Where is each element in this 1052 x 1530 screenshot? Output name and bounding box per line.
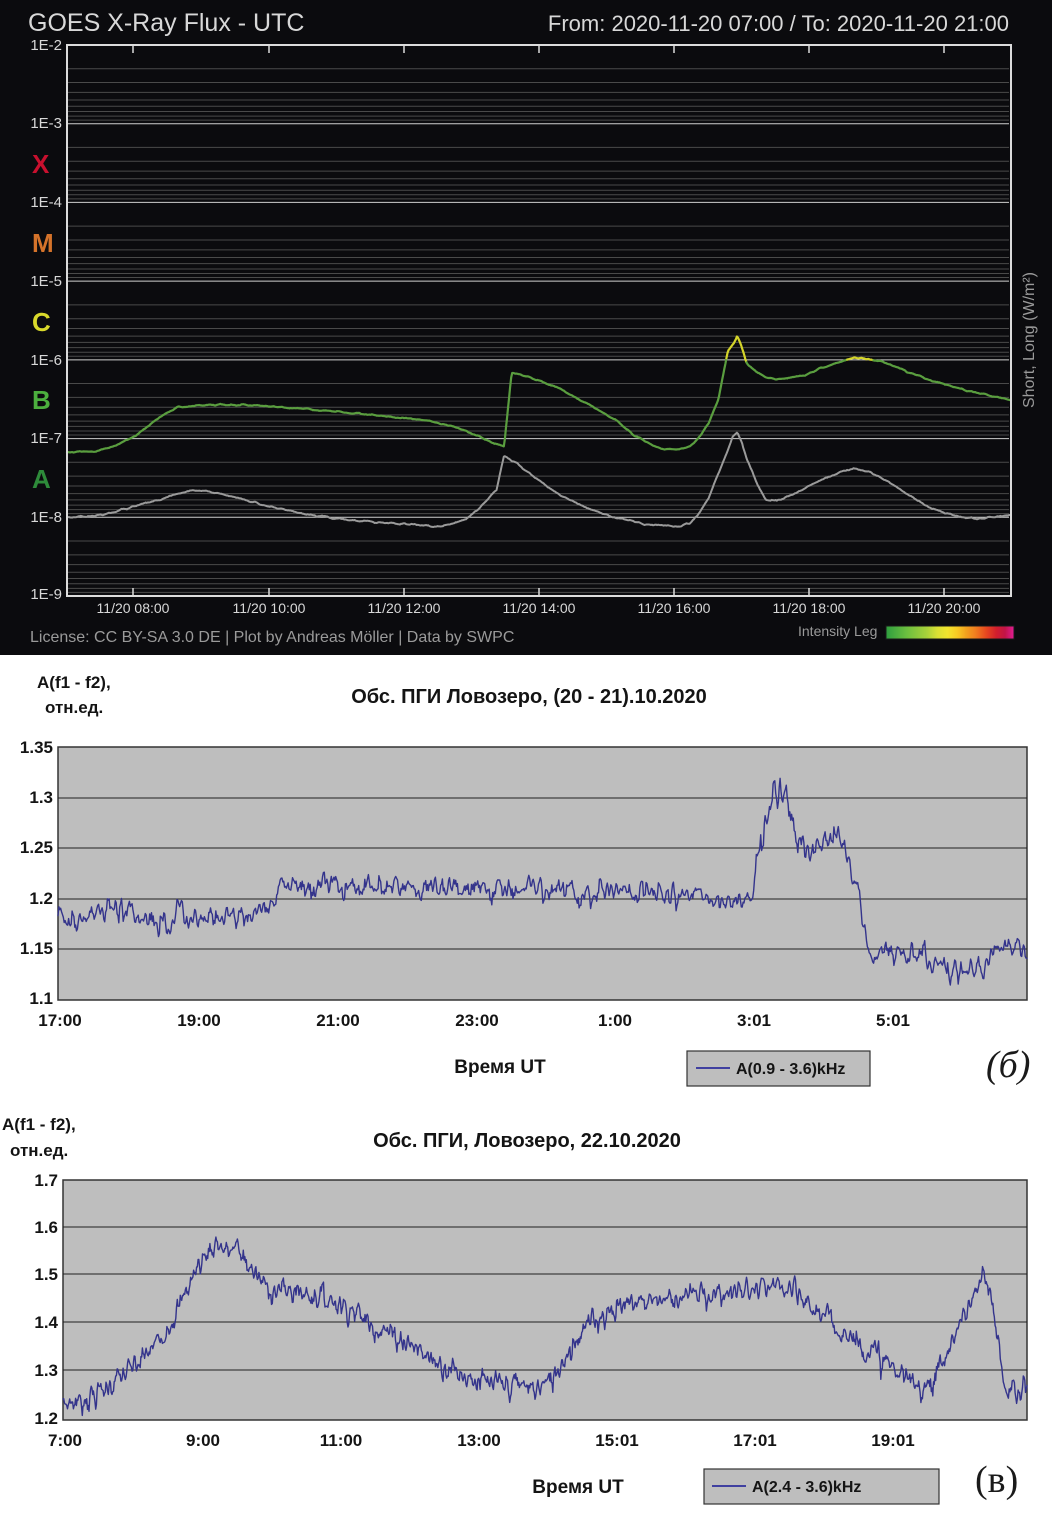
svg-text:Обс. ПГИ, Ловозеро, 22.10.2020: Обс. ПГИ, Ловозеро, 22.10.2020 xyxy=(373,1130,681,1152)
svg-text:Обс. ПГИ Ловозеро, (20 - 21).1: Обс. ПГИ Ловозеро, (20 - 21).10.2020 xyxy=(351,686,707,708)
svg-text:11/20 10:00: 11/20 10:00 xyxy=(233,600,306,616)
svg-text:17:01: 17:01 xyxy=(733,1431,776,1450)
svg-text:11:00: 11:00 xyxy=(320,1431,363,1450)
svg-text:1E-3: 1E-3 xyxy=(30,115,62,132)
svg-text:1.2: 1.2 xyxy=(34,1409,58,1428)
svg-text:1E-2: 1E-2 xyxy=(30,37,62,54)
svg-text:Время UT: Время UT xyxy=(454,1057,546,1078)
svg-text:License: CC BY-SA 3.0 DE | Plo: License: CC BY-SA 3.0 DE | Plot by Andre… xyxy=(30,629,514,646)
svg-text:X: X xyxy=(32,149,50,179)
svg-text:отн.ед.: отн.ед. xyxy=(10,1141,68,1160)
svg-text:1.4: 1.4 xyxy=(34,1313,58,1332)
svg-text:1.2: 1.2 xyxy=(29,889,53,908)
svg-text:1.7: 1.7 xyxy=(34,1171,58,1190)
svg-text:1E-7: 1E-7 xyxy=(30,430,62,447)
svg-text:A(0.9 - 3.6)kHz: A(0.9 - 3.6)kHz xyxy=(736,1061,845,1078)
svg-text:A: A xyxy=(32,464,51,494)
svg-text:From: 2020-11-20 07:00 / To: From: 2020-11-20 07:00 / To: 2020-11-20 … xyxy=(548,11,1009,36)
svg-text:1E-5: 1E-5 xyxy=(30,273,62,290)
svg-text:1E-6: 1E-6 xyxy=(30,352,62,369)
svg-text:Short, Long (W/m²): Short, Long (W/m²) xyxy=(1021,272,1038,408)
svg-text:13:00: 13:00 xyxy=(457,1431,500,1450)
svg-text:5:01: 5:01 xyxy=(876,1011,910,1030)
svg-text:21:00: 21:00 xyxy=(316,1011,359,1030)
svg-text:1.6: 1.6 xyxy=(34,1218,58,1237)
svg-text:1.25: 1.25 xyxy=(20,838,53,857)
svg-text:A(f1 - f2),: A(f1 - f2), xyxy=(37,673,111,692)
svg-text:1E-9: 1E-9 xyxy=(30,586,62,603)
svg-text:17:00: 17:00 xyxy=(38,1011,81,1030)
svg-text:1E-8: 1E-8 xyxy=(30,509,62,526)
svg-text:M: M xyxy=(32,228,54,258)
svg-text:Время UT: Время UT xyxy=(532,1477,624,1498)
svg-text:GOES X-Ray Flux - UTC: GOES X-Ray Flux - UTC xyxy=(28,9,304,37)
svg-text:11/20 12:00: 11/20 12:00 xyxy=(368,600,441,616)
svg-text:15:01: 15:01 xyxy=(595,1431,638,1450)
svg-text:9:00: 9:00 xyxy=(186,1431,220,1450)
svg-text:Intensity Leg: Intensity Leg xyxy=(798,623,877,639)
svg-text:11/20 16:00: 11/20 16:00 xyxy=(638,600,711,616)
svg-text:1E-4: 1E-4 xyxy=(30,194,62,211)
svg-text:7:00: 7:00 xyxy=(48,1431,82,1450)
svg-text:C: C xyxy=(32,307,51,337)
svg-text:11/20 20:00: 11/20 20:00 xyxy=(908,600,981,616)
svg-text:3:01: 3:01 xyxy=(737,1011,771,1030)
svg-text:1.35: 1.35 xyxy=(20,738,53,757)
svg-text:11/20 14:00: 11/20 14:00 xyxy=(503,600,576,616)
svg-text:1.15: 1.15 xyxy=(20,939,53,958)
svg-text:A(2.4 - 3.6)kHz: A(2.4 - 3.6)kHz xyxy=(752,1479,861,1496)
svg-text:11/20 08:00: 11/20 08:00 xyxy=(97,600,170,616)
svg-text:1.1: 1.1 xyxy=(29,989,53,1008)
svg-text:отн.ед.: отн.ед. xyxy=(45,698,103,717)
svg-text:1.5: 1.5 xyxy=(34,1265,58,1284)
svg-text:1.3: 1.3 xyxy=(34,1361,58,1380)
svg-text:1:00: 1:00 xyxy=(598,1011,632,1030)
svg-text:A(f1 - f2),: A(f1 - f2), xyxy=(2,1115,76,1134)
svg-text:1.3: 1.3 xyxy=(29,788,53,807)
svg-text:23:00: 23:00 xyxy=(455,1011,498,1030)
svg-text:19:00: 19:00 xyxy=(177,1011,220,1030)
svg-text:B: B xyxy=(32,385,51,415)
svg-text:19:01: 19:01 xyxy=(871,1431,914,1450)
svg-text:11/20 18:00: 11/20 18:00 xyxy=(773,600,846,616)
